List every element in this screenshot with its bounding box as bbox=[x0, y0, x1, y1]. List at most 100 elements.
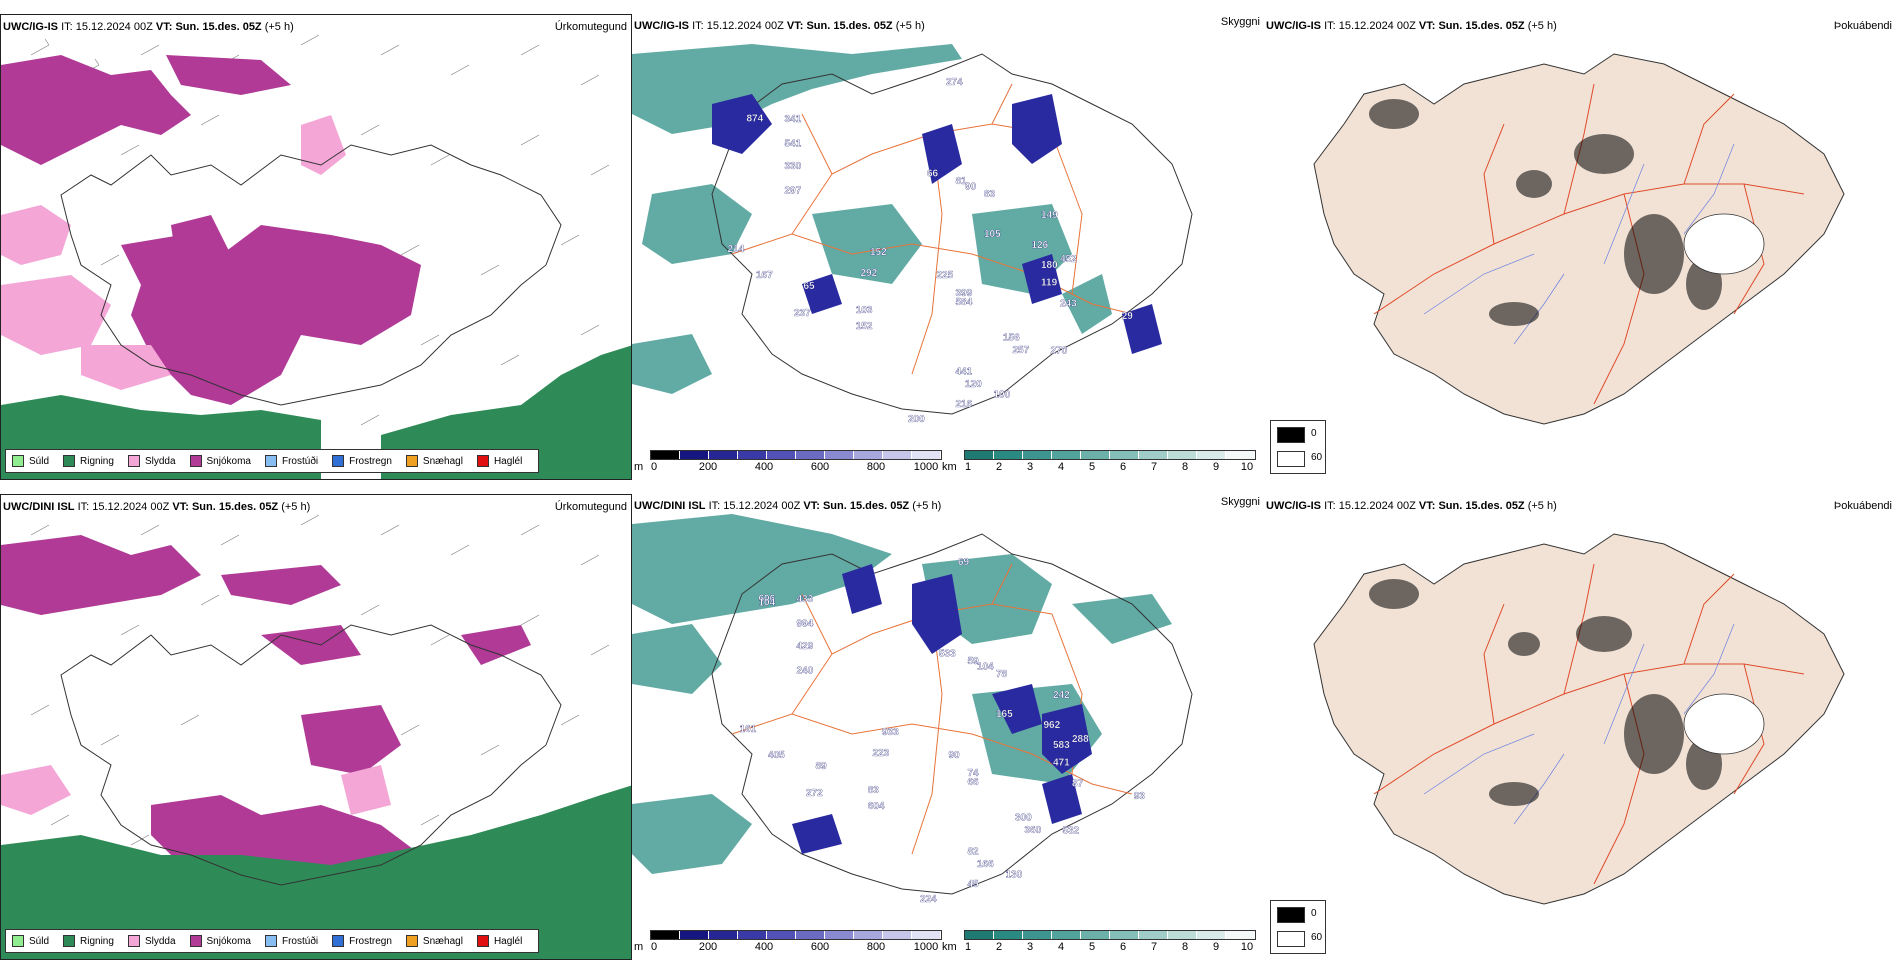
legend-item: Frostúði bbox=[264, 455, 318, 467]
cloud-base-label: 240 bbox=[797, 666, 814, 677]
fog-panel-row1: UWC/IG-IS IT: 15.12.2024 00Z VT: Sun. 15… bbox=[1264, 14, 1896, 480]
panel-title: UWC/IG-IS IT: 15.12.2024 00Z VT: Sun. 15… bbox=[634, 20, 925, 32]
visibility-tick: 10 bbox=[1240, 941, 1254, 953]
precip-type-legend: Súld Rigning Slydda Snjókoma Frostúði Fr… bbox=[5, 449, 540, 473]
panel-title: UWC/DINI ISL IT: 15.12.2024 00Z VT: Sun.… bbox=[634, 500, 942, 512]
legend-item: Frostregn bbox=[332, 455, 392, 467]
visibility-tick: 4 bbox=[1057, 461, 1065, 473]
rain-areas bbox=[1, 785, 631, 959]
cloud-base-label: 66 bbox=[927, 169, 939, 180]
cloudbase-tick: 600 bbox=[810, 461, 830, 473]
visibility-tick: 8 bbox=[1181, 941, 1189, 953]
visibility-tick: 9 bbox=[1212, 461, 1220, 473]
iceland-land bbox=[1313, 533, 1845, 905]
legend-swatch bbox=[12, 935, 24, 947]
low-cloud-areas bbox=[792, 564, 1092, 854]
cloud-base-label: 152 bbox=[870, 247, 887, 258]
cloud-base-label: 29 bbox=[1122, 311, 1134, 322]
visibility-tick: 7 bbox=[1150, 941, 1158, 953]
cloudbase-tick: 800 bbox=[866, 941, 886, 953]
cloud-base-label: 257 bbox=[1013, 345, 1030, 356]
cloud-base-label: 66 bbox=[968, 777, 980, 788]
cloudbase-unit: m bbox=[634, 941, 644, 953]
cloud-base-label: 180 bbox=[1041, 260, 1058, 271]
visibility-tick: 3 bbox=[1026, 941, 1034, 953]
cloud-base-label: 83 bbox=[868, 785, 880, 796]
cloud-base-label: 225 bbox=[937, 270, 954, 281]
cloudbase-tick: 0 bbox=[650, 941, 658, 953]
legend-swatch bbox=[189, 935, 202, 947]
cloud-base-label: 100 bbox=[994, 390, 1011, 401]
roads bbox=[1373, 563, 1805, 885]
rivers bbox=[1423, 143, 1735, 345]
iceland-coastline bbox=[711, 53, 1193, 415]
roads bbox=[731, 83, 1133, 375]
cloud-base-label: 452 bbox=[1060, 254, 1077, 265]
visibility-panel-row1: UWC/IG-IS IT: 15.12.2024 00Z VT: Sun. 15… bbox=[632, 14, 1264, 480]
legend-item: Snjókoma bbox=[189, 455, 251, 467]
cloudbase-tick: 400 bbox=[754, 941, 774, 953]
cloudbase-tick: 600 bbox=[810, 941, 830, 953]
legend-swatch bbox=[12, 455, 24, 467]
visibility-tick: 3 bbox=[1026, 461, 1034, 473]
visibility-bar bbox=[964, 450, 1256, 460]
legend-item: Haglél bbox=[476, 455, 522, 467]
legend-swatch bbox=[189, 455, 202, 467]
visibility-tick: 8 bbox=[1181, 461, 1189, 473]
cloud-base-label: 90 bbox=[949, 750, 961, 761]
legend-swatch bbox=[332, 935, 345, 947]
visibility-tick: 1 bbox=[964, 461, 972, 473]
precip-type-map bbox=[1, 34, 631, 479]
cloud-base-label: 200 bbox=[908, 414, 925, 425]
cloudbase-bar bbox=[650, 450, 942, 460]
visibility-tick: 2 bbox=[995, 461, 1003, 473]
panel-title: UWC/DINI ISL IT: 15.12.2024 00Z VT: Sun.… bbox=[3, 501, 311, 513]
cloud-base-label: 583 bbox=[1053, 740, 1070, 751]
cloud-base-label: 120 bbox=[965, 379, 982, 390]
panel-label: Skyggni bbox=[1220, 16, 1260, 28]
panel-label: Þokuábendi bbox=[1833, 20, 1892, 32]
roads bbox=[731, 563, 1133, 855]
glacier bbox=[1683, 693, 1765, 755]
iceland-land bbox=[1313, 53, 1845, 425]
legend-item: Snæhagl bbox=[405, 935, 463, 947]
legend-swatch bbox=[332, 455, 345, 467]
visibility-unit: km bbox=[942, 461, 957, 473]
cloud-base-label: 272 bbox=[806, 788, 823, 799]
panel-label: Úrkomutegund bbox=[554, 501, 627, 513]
cloud-base-label: 59 bbox=[968, 656, 980, 667]
cloudbase-tick: 800 bbox=[866, 461, 886, 473]
fog-panel-row2: UWC/IG-IS IT: 15.12.2024 00Z VT: Sun. 15… bbox=[1264, 494, 1896, 960]
low-visibility-areas bbox=[632, 44, 1112, 394]
legend-item: Súld bbox=[12, 455, 49, 467]
visibility-tick: 5 bbox=[1088, 941, 1096, 953]
cloud-base-label: 81 bbox=[956, 176, 968, 187]
cloud-base-label: 216 bbox=[956, 399, 973, 410]
fog-index-dark-areas bbox=[1369, 99, 1722, 326]
rivers bbox=[1423, 623, 1735, 825]
cloud-base-label: 288 bbox=[1072, 734, 1089, 745]
cloud-base-label: 130 bbox=[1006, 870, 1023, 881]
legend-item: Slydda bbox=[127, 935, 176, 947]
cloudbase-colorbar: m 0 200 400 600 800 1000 bbox=[634, 930, 944, 956]
sleet-areas bbox=[1, 115, 346, 390]
legend-item: Slydda bbox=[127, 455, 176, 467]
legend-item: Haglél bbox=[476, 935, 522, 947]
panel-title: UWC/IG-IS IT: 15.12.2024 00Z VT: Sun. 15… bbox=[1266, 20, 1557, 32]
iceland-coastline bbox=[60, 624, 562, 886]
fog-index-legend: 0 60 bbox=[1270, 900, 1326, 954]
cloud-base-label: 606 bbox=[759, 594, 776, 605]
iceland-coastline bbox=[711, 533, 1193, 895]
precip-type-map bbox=[1, 514, 631, 959]
cloud-base-label: 93 bbox=[1134, 791, 1146, 802]
fog-index-legend: 0 60 bbox=[1270, 420, 1326, 474]
panel-label: Þokuábendi bbox=[1833, 500, 1892, 512]
cloudbase-tick: 0 bbox=[650, 461, 658, 473]
cloud-base-label: 161 bbox=[740, 724, 757, 735]
cloud-base-label: 45 bbox=[968, 879, 980, 890]
cloud-base-label: 119 bbox=[1041, 277, 1058, 288]
legend-swatch bbox=[127, 935, 140, 947]
legend-item: Frostregn bbox=[332, 935, 392, 947]
snow-areas bbox=[1, 55, 421, 405]
